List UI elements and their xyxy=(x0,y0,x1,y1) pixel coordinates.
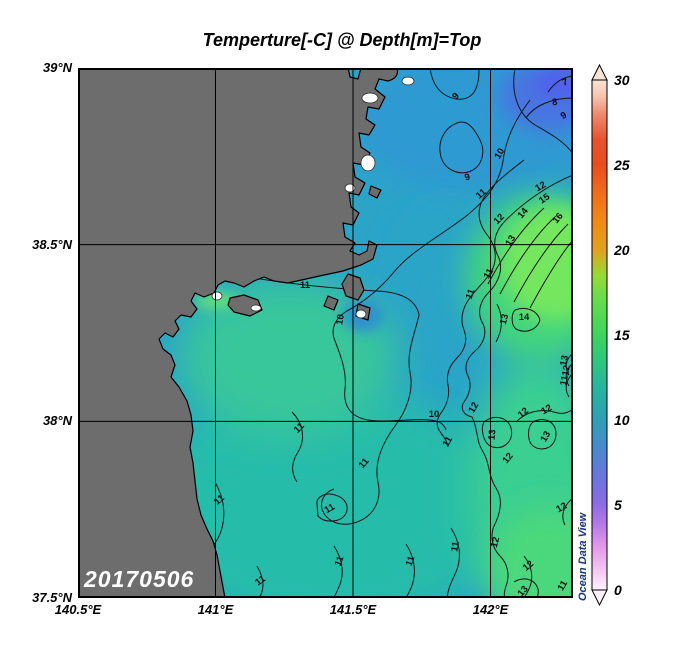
contour-label: 11 xyxy=(404,554,418,568)
colorbar-top-arrow xyxy=(591,63,608,81)
contour-label: 13 xyxy=(487,429,499,440)
contour-label: 13 xyxy=(558,354,571,366)
colorbar-bottom-arrow xyxy=(591,589,608,607)
page-title: Temperture[-C] @ Depth[m]=Top xyxy=(202,30,482,50)
contour-label: 12 xyxy=(489,536,502,549)
contour-label: 13 xyxy=(503,233,518,248)
x-tick-label: 141.5°E xyxy=(329,602,377,617)
contour-label: 10 xyxy=(492,146,507,161)
colorbar-tick-label: 5 xyxy=(614,497,622,513)
colorbar-tick-label: 0 xyxy=(614,582,622,598)
contour-label: 13 xyxy=(498,313,511,326)
contour-label: 7 xyxy=(561,77,570,89)
contour-label: 9 xyxy=(450,91,462,102)
colorbar-tick-label: 30 xyxy=(614,72,630,88)
contour-label: 11 xyxy=(333,554,347,568)
y-tick-label: 37.5°N xyxy=(32,590,72,605)
contour-label: 13 xyxy=(538,429,553,444)
x-tick-label: 140.5°E xyxy=(54,602,102,617)
contour-label: 14 xyxy=(519,312,530,323)
y-tick-label: 38°N xyxy=(42,413,72,429)
colorbar-tick-label: 10 xyxy=(614,412,630,428)
land-mass xyxy=(78,68,399,598)
contour-label: 10 xyxy=(334,313,347,325)
contour-label: 11 xyxy=(558,374,571,387)
contour-label: 10 xyxy=(429,409,440,420)
contour-label: 12 xyxy=(554,500,569,515)
date-label: 20170506 xyxy=(84,566,195,592)
map-gridlines xyxy=(78,68,573,598)
contour-label: 11 xyxy=(464,287,478,301)
island xyxy=(368,185,382,199)
contour-label: 12 xyxy=(560,364,573,376)
island xyxy=(323,295,339,311)
x-tick-label: 142°E xyxy=(472,602,509,617)
contour-label: 11 xyxy=(449,540,462,553)
coastline xyxy=(78,68,399,598)
contour-label: 12 xyxy=(533,179,548,194)
contour-label: 9 xyxy=(559,110,569,122)
colorbar-tick-labels: 30 25 20 15 10 5 0 xyxy=(613,72,630,598)
contour-label: 8 xyxy=(552,97,558,108)
temperature-colorbar: 30 25 20 15 10 5 0 xyxy=(591,63,630,607)
contour-label: 12 xyxy=(539,402,554,417)
colorbar-tick-label: 25 xyxy=(613,157,630,173)
y-tick-label: 38.5°N xyxy=(32,236,72,252)
contour-label: 11 xyxy=(300,280,311,291)
colorbar-tick-label: 20 xyxy=(613,242,630,258)
colorbar-gradient xyxy=(591,79,608,591)
ocean-data-view-watermark: Ocean Data View xyxy=(577,512,589,601)
contour-label: 12 xyxy=(466,400,481,415)
map-frame xyxy=(78,68,573,598)
colorbar-tick-label: 15 xyxy=(614,327,630,343)
x-tick-label: 141°E xyxy=(197,602,234,617)
y-tick-label: 39°N xyxy=(42,60,72,75)
contour-label: 9 xyxy=(463,172,471,184)
